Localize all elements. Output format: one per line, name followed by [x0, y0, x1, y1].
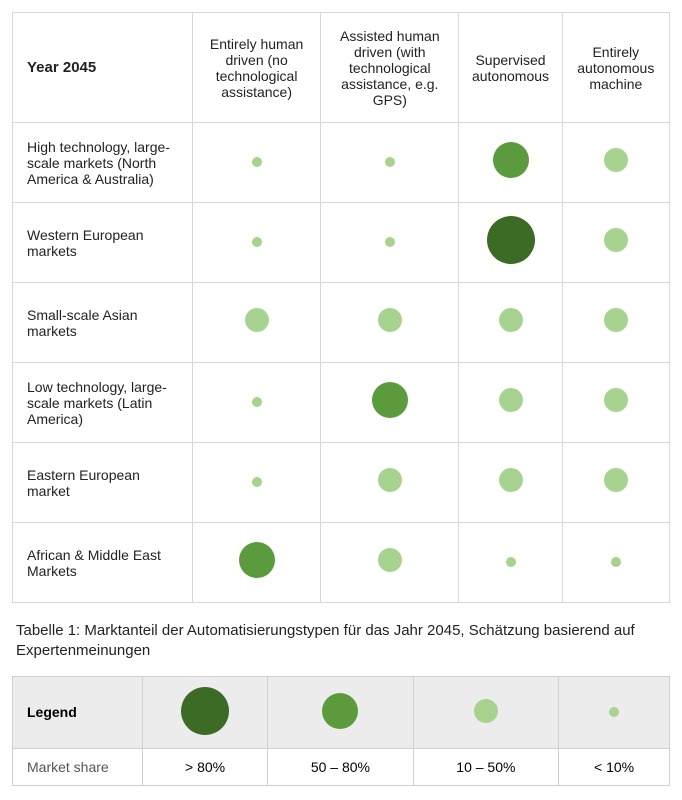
dot-icon: [385, 237, 395, 247]
dot-icon: [499, 388, 523, 412]
dot-icon: [322, 693, 358, 729]
matrix-cell: [562, 283, 669, 363]
col-header: Entirely human driven (no technological …: [193, 13, 321, 123]
dot-icon: [181, 687, 229, 735]
matrix-cell: [562, 443, 669, 523]
matrix-cell: [459, 363, 562, 443]
col-header: Assisted human driven (with technologica…: [321, 13, 459, 123]
dot-icon: [609, 707, 619, 717]
dot-icon: [493, 142, 529, 178]
dot-icon: [252, 237, 262, 247]
dot-icon: [487, 216, 535, 264]
matrix-cell: [193, 123, 321, 203]
dot-icon: [474, 699, 498, 723]
table-caption: Tabelle 1: Marktanteil der Automatisieru…: [16, 621, 666, 662]
matrix-cell: [459, 203, 562, 283]
dot-icon: [239, 542, 275, 578]
market-share-matrix: Year 2045 Entirely human driven (no tech…: [12, 12, 670, 603]
dot-icon: [378, 308, 402, 332]
legend-value: 10 – 50%: [413, 748, 558, 785]
dot-icon: [499, 468, 523, 492]
row-label: High technology, large-scale markets (No…: [13, 123, 193, 203]
dot-icon: [385, 157, 395, 167]
table-row: African & Middle East Markets: [13, 523, 670, 603]
matrix-cell: [321, 523, 459, 603]
dot-icon: [611, 557, 621, 567]
matrix-cell: [193, 523, 321, 603]
dot-icon: [252, 477, 262, 487]
dot-icon: [372, 382, 408, 418]
table-row: Western European markets: [13, 203, 670, 283]
row-label: African & Middle East Markets: [13, 523, 193, 603]
matrix-cell: [459, 443, 562, 523]
legend-value: < 10%: [559, 748, 670, 785]
matrix-cell: [562, 523, 669, 603]
dot-icon: [378, 468, 402, 492]
legend-row-label: Market share: [13, 748, 143, 785]
matrix-cell: [321, 283, 459, 363]
dot-icon: [604, 148, 628, 172]
row-label: Eastern European market: [13, 443, 193, 523]
matrix-cell: [459, 523, 562, 603]
row-label: Western European markets: [13, 203, 193, 283]
col-header: Entirely autonomous machine: [562, 13, 669, 123]
dot-icon: [252, 157, 262, 167]
dot-icon: [245, 308, 269, 332]
legend-swatch-cell: [559, 676, 670, 748]
matrix-cell: [459, 283, 562, 363]
matrix-cell: [193, 203, 321, 283]
matrix-cell: [562, 123, 669, 203]
dot-icon: [252, 397, 262, 407]
matrix-cell: [193, 363, 321, 443]
table-title: Year 2045: [13, 13, 193, 123]
dot-icon: [506, 557, 516, 567]
dot-icon: [378, 548, 402, 572]
legend-value: 50 – 80%: [268, 748, 413, 785]
matrix-cell: [321, 443, 459, 523]
matrix-cell: [193, 283, 321, 363]
dot-icon: [604, 308, 628, 332]
col-header: Supervised autonomous: [459, 13, 562, 123]
matrix-cell: [562, 203, 669, 283]
row-label: Low technology, large-scale markets (Lat…: [13, 363, 193, 443]
table-row: Eastern European market: [13, 443, 670, 523]
row-label: Small-scale Asian markets: [13, 283, 193, 363]
table-row: Small-scale Asian markets: [13, 283, 670, 363]
matrix-cell: [459, 123, 562, 203]
matrix-cell: [193, 443, 321, 523]
matrix-cell: [321, 203, 459, 283]
matrix-cell: [321, 123, 459, 203]
table-row: High technology, large-scale markets (No…: [13, 123, 670, 203]
dot-icon: [604, 468, 628, 492]
legend-swatch-cell: [143, 676, 268, 748]
dot-icon: [604, 388, 628, 412]
legend-heading: Legend: [13, 676, 143, 748]
legend-swatch-cell: [413, 676, 558, 748]
legend-swatch-cell: [268, 676, 413, 748]
table-row: Low technology, large-scale markets (Lat…: [13, 363, 670, 443]
matrix-cell: [321, 363, 459, 443]
dot-icon: [499, 308, 523, 332]
matrix-cell: [562, 363, 669, 443]
legend-table: Legend Market share > 80% 50 – 80% 10 – …: [12, 676, 670, 786]
dot-icon: [604, 228, 628, 252]
legend-value: > 80%: [143, 748, 268, 785]
